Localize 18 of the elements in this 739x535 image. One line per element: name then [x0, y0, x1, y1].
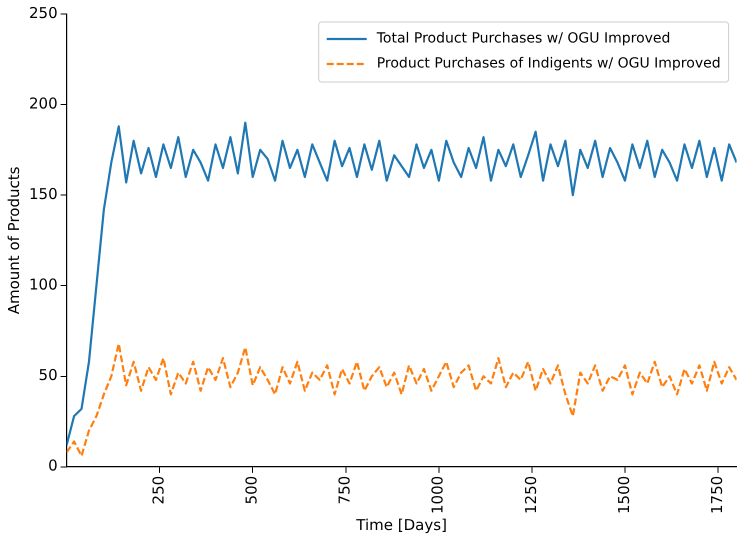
y-tick-label: 250: [28, 4, 58, 22]
y-axis-title: Amount of Products: [4, 166, 23, 314]
x-axis-title: Time [Days]: [355, 516, 447, 534]
y-tick-label: 100: [28, 276, 58, 294]
line-series: [66, 342, 737, 458]
x-tick-label: 500: [242, 476, 261, 504]
x-tick-label: 250: [150, 476, 168, 504]
legend-label: Total Product Purchases w/ OGU Improved: [376, 30, 670, 47]
y-tick-label: 0: [48, 456, 58, 475]
x-tick-label: 1500: [614, 476, 633, 514]
y-tick-label: 150: [28, 185, 58, 204]
y-tick-label: 200: [28, 94, 58, 112]
x-tick-label: 1750: [708, 476, 726, 514]
legend-label: Product Purchases of Indigents w/ OGU Improved: [376, 56, 721, 72]
y-tick-label: 50: [38, 366, 58, 384]
x-tick-label: 1250: [522, 476, 540, 514]
x-tick-label: 1000: [428, 476, 447, 514]
x-tick-label: 750: [336, 476, 354, 504]
